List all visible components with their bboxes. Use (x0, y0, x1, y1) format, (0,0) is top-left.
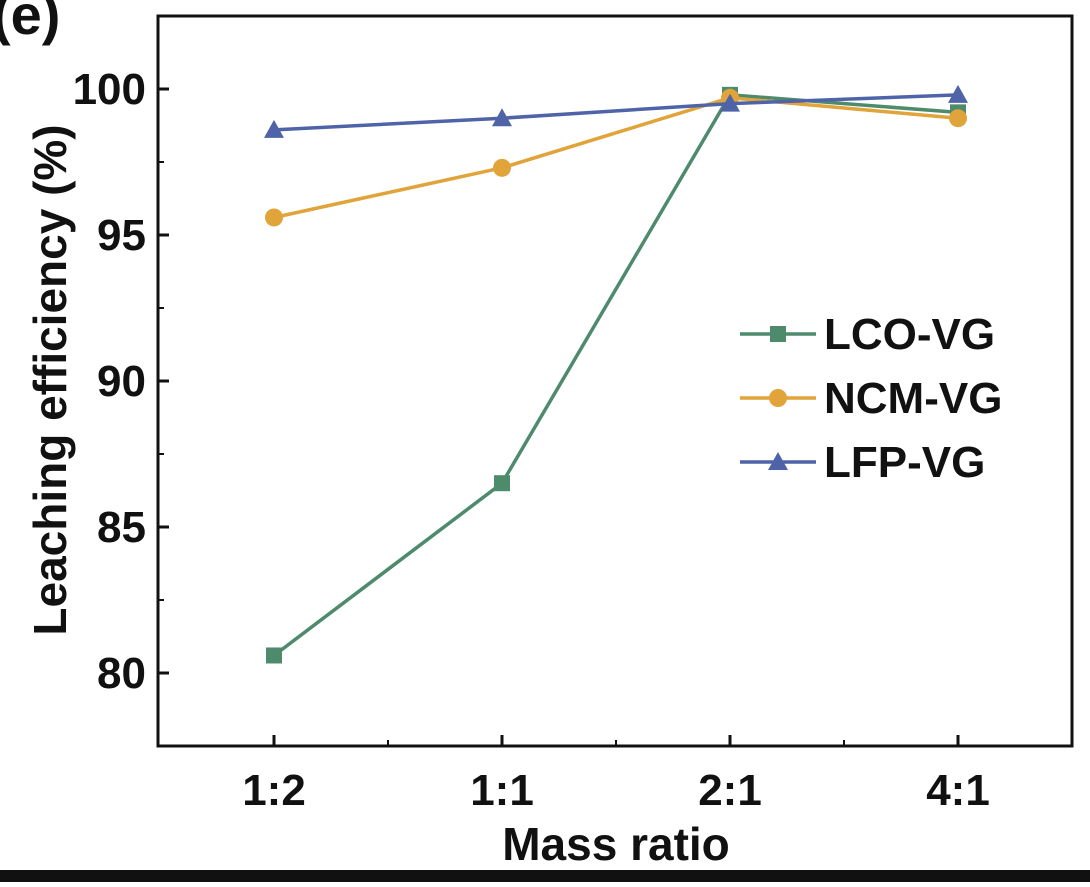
x-tick-label: 4:1 (926, 766, 990, 815)
y-tick-label: 80 (97, 649, 146, 698)
data-point-ncm-vg (949, 109, 967, 127)
series-line-ncm-vg (274, 98, 958, 218)
y-tick-label: 95 (97, 211, 146, 260)
data-point-ncm-vg (265, 208, 283, 226)
legend-label-lfp-vg: LFP-VG (824, 438, 985, 487)
y-tick-label: 90 (97, 357, 146, 406)
legend-marker-ncm-vg (769, 389, 787, 407)
data-point-ncm-vg (493, 159, 511, 177)
y-tick-label: 85 (97, 503, 146, 552)
x-tick-label: 2:1 (698, 766, 762, 815)
data-point-lco-vg (266, 647, 282, 663)
y-axis-title: Leaching efficiency (%) (24, 124, 76, 635)
x-axis-title: Mass ratio (502, 818, 730, 870)
panel-label: (e) (0, 0, 60, 46)
legend-marker-lco-vg (770, 326, 786, 342)
y-tick-label: 100 (73, 65, 146, 114)
series-line-lfp-vg (274, 95, 958, 130)
legend-label-ncm-vg: NCM-VG (824, 374, 1002, 423)
x-tick-label: 1:2 (242, 766, 306, 815)
x-tick-label: 1:1 (470, 766, 534, 815)
plot-area: 80 85 90 95 100 1:2 1:1 2:1 4:1 LCO-VG NCM-VG LFP-V… (73, 16, 1072, 815)
data-point-lco-vg (494, 475, 510, 491)
legend-label-lco-vg: LCO-VG (824, 310, 995, 359)
bottom-bar (0, 870, 1090, 882)
